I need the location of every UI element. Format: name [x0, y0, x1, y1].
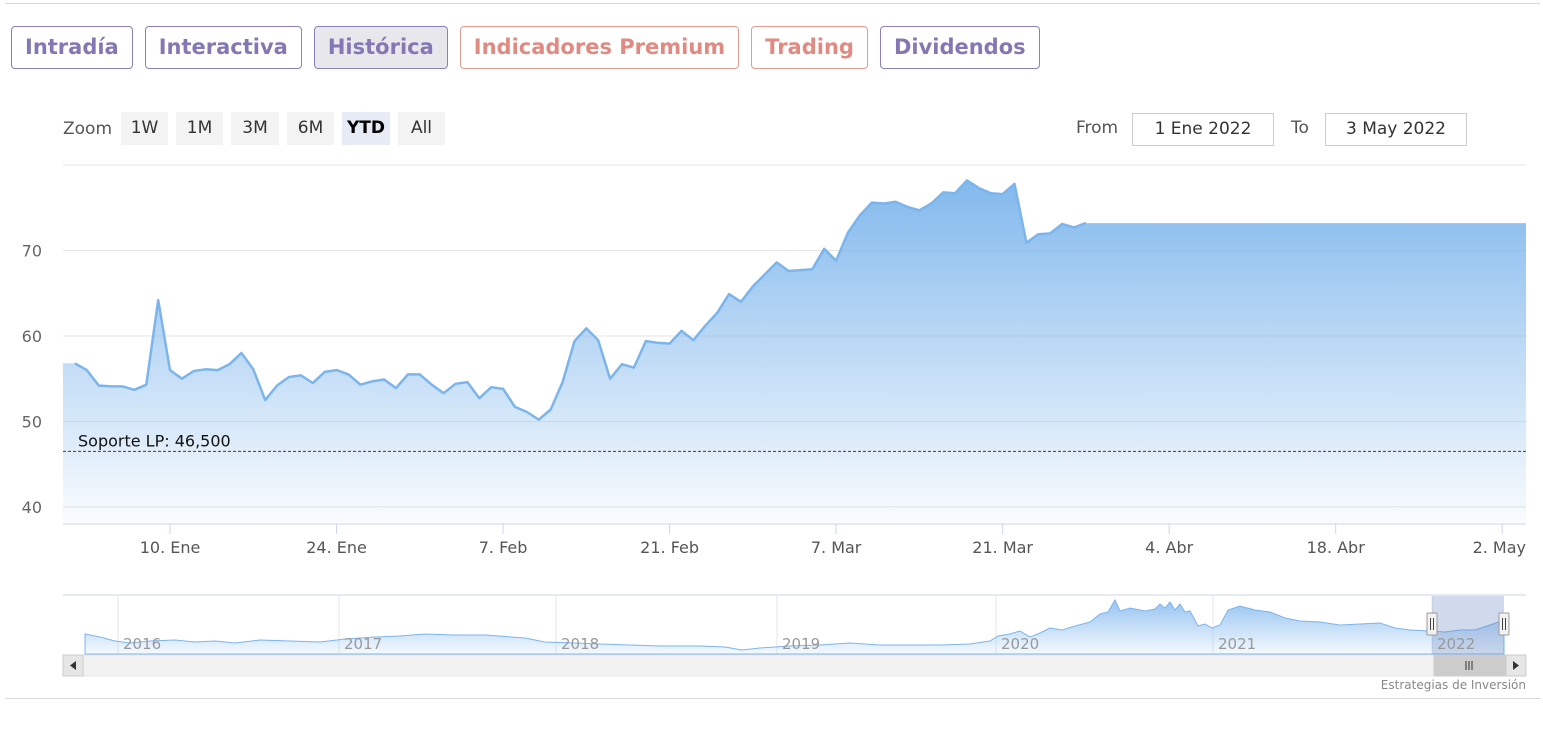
x-tick-label: 10. Ene	[140, 538, 201, 557]
x-tick-label: 7. Feb	[479, 538, 528, 557]
navigator-year-label: 2019	[782, 635, 820, 653]
x-tick-label: 2. May	[1473, 538, 1526, 557]
series-line	[74, 179, 1087, 421]
scrollbar[interactable]	[62, 654, 1527, 677]
navigator: 2016 2017 2018 2019 2020 2021 2022	[63, 594, 1526, 655]
x-tick-label: 7. Mar	[811, 538, 862, 557]
navigator-year-label: 2020	[1001, 635, 1039, 653]
y-axis-labels: 40 50 60 70	[22, 241, 42, 516]
navigator-area	[84, 598, 1505, 655]
zoom-ytd-button[interactable]: YTD	[342, 112, 390, 145]
to-label: To	[1291, 118, 1309, 138]
x-axis-ticks: 10. Ene 24. Ene 7. Feb 21. Feb 7. Mar 21. Mar…	[140, 524, 1526, 557]
y-tick-label: 40	[22, 498, 42, 517]
navigator-year-label: 2018	[561, 635, 599, 653]
top-divider	[5, 3, 1540, 4]
tab-dividendos[interactable]: Dividendos	[879, 26, 1040, 69]
tab-histórica[interactable]: Histórica	[313, 26, 448, 69]
support-line-label: Soporte LP: 46,500	[78, 431, 231, 450]
tab-indicadores-premium[interactable]: Indicadores Premium	[459, 26, 740, 69]
x-tick-label: 21. Mar	[972, 538, 1033, 557]
scrollbar-right-arrow[interactable]	[1505, 654, 1527, 677]
zoom-3m-button[interactable]: 3M	[231, 112, 279, 145]
tab-interactiva[interactable]: Interactiva	[144, 26, 302, 69]
x-tick-label: 18. Abr	[1307, 538, 1366, 557]
bottom-divider	[5, 698, 1540, 699]
x-tick-label: 24. Ene	[306, 538, 367, 557]
chart-credit[interactable]: Estrategias de Inversión	[1380, 678, 1526, 692]
y-tick-label: 50	[22, 412, 42, 431]
navigator-year-label: 2022	[1437, 635, 1475, 653]
navigator-year-label: 2021	[1218, 635, 1256, 653]
tab-trading[interactable]: Trading	[751, 26, 868, 69]
tab-intradía[interactable]: Intradía	[11, 26, 133, 69]
zoom-6m-button[interactable]: 6M	[287, 112, 334, 145]
x-tick-label: 4. Abr	[1145, 538, 1193, 557]
from-date-input[interactable]: 1 Ene 2022	[1132, 113, 1274, 146]
zoom-label: Zoom	[63, 119, 113, 139]
navigator-year-label: 2017	[344, 635, 382, 653]
navigator-mask[interactable]	[1432, 596, 1504, 654]
scrollbar-left-arrow[interactable]	[62, 654, 84, 677]
navigator-right-handle[interactable]	[1498, 612, 1510, 636]
x-tick-label: 21. Feb	[640, 538, 699, 557]
navigator-left-handle[interactable]	[1426, 612, 1438, 636]
y-tick-label: 70	[22, 241, 42, 260]
navigator-year-label: 2016	[123, 635, 161, 653]
scrollbar-thumb[interactable]	[1433, 654, 1507, 677]
zoom-1m-button[interactable]: 1M	[176, 112, 223, 145]
chart-tabs: Intradía Interactiva Histórica Indicadores …	[11, 26, 1040, 69]
price-chart: 40 50 60 70 Soporte LP: 46,500 10. Ene 24. E…	[22, 164, 1527, 677]
series-area	[63, 180, 1526, 524]
zoom-all-button[interactable]: All	[398, 112, 445, 145]
from-label: From	[1076, 118, 1119, 138]
y-tick-label: 60	[22, 327, 42, 346]
zoom-1w-button[interactable]: 1W	[121, 112, 168, 145]
to-date-input[interactable]: 3 May 2022	[1325, 113, 1467, 146]
